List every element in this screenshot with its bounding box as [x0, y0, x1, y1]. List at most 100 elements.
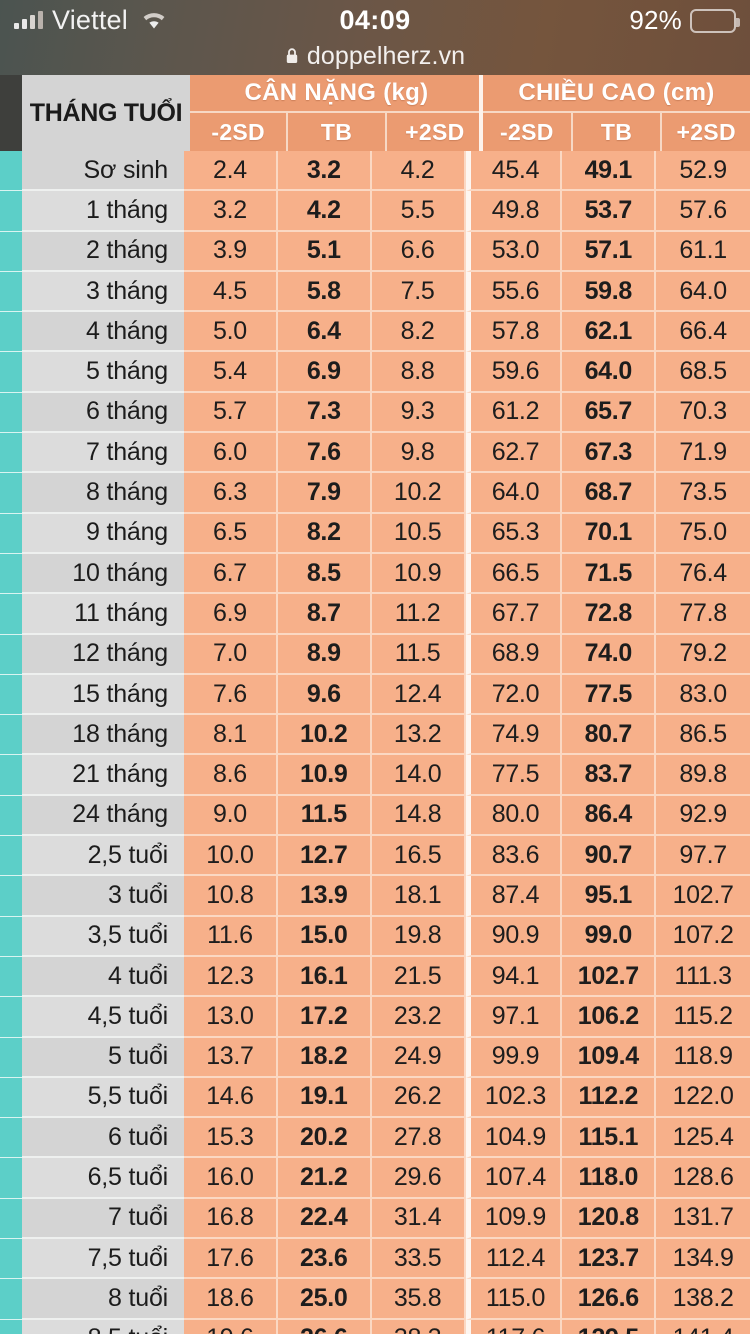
cell-weight-tb: 4.2: [277, 191, 372, 232]
cell-weight-minus2sd: 4.5: [184, 271, 278, 313]
ios-status-bar: Viettel 04:09 92%: [0, 0, 750, 40]
url-bar[interactable]: doppelherz.vn: [0, 40, 750, 75]
cell-weight-minus2sd: 16.0: [184, 1158, 278, 1199]
cell-age: 15 tháng: [22, 674, 185, 716]
cell-weight-tb: 10.2: [277, 715, 372, 756]
cell-height-minus2sd: 107.4: [465, 1158, 563, 1199]
table-row: 18 tháng 8.1 10.2 13.2 74.9 80.7 86.5: [22, 715, 750, 756]
cell-height-tb: 99.0: [562, 916, 657, 957]
cell-height-plus2sd: 68.5: [656, 352, 750, 393]
cell-height-tb: 57.1: [562, 231, 657, 272]
cell-height-minus2sd: 97.1: [465, 997, 563, 1038]
cell-weight-minus2sd: 10.0: [184, 836, 278, 877]
cell-weight-tb: 9.6: [277, 674, 372, 716]
cell-age: 2,5 tuổi: [22, 836, 185, 877]
cell-height-plus2sd: 134.9: [656, 1239, 750, 1280]
table-row: 6 tháng 5.7 7.3 9.3 61.2 65.7 70.3: [22, 392, 750, 434]
cell-height-tb: 72.8: [562, 594, 657, 635]
cell-height-minus2sd: 83.6: [465, 836, 563, 877]
cell-age: 7 tháng: [22, 433, 185, 474]
cell-age: 4 tuổi: [22, 956, 185, 998]
cell-height-minus2sd: 90.9: [465, 916, 563, 957]
cell-weight-tb: 17.2: [277, 997, 372, 1038]
cell-weight-plus2sd: 8.2: [371, 312, 466, 353]
table-row: 10 tháng 6.7 8.5 10.9 66.5 71.5 76.4: [22, 553, 750, 595]
left-edge-strip: [0, 75, 22, 1334]
cell-height-plus2sd: 71.9: [656, 433, 750, 474]
table-row: 15 tháng 7.6 9.6 12.4 72.0 77.5 83.0: [22, 674, 750, 716]
cell-weight-tb: 7.3: [277, 392, 372, 434]
cell-age: 3 tháng: [22, 271, 185, 313]
cell-weight-minus2sd: 6.5: [184, 513, 278, 554]
cell-weight-minus2sd: 16.8: [184, 1198, 278, 1240]
cell-height-plus2sd: 61.1: [656, 231, 750, 272]
cell-weight-plus2sd: 14.0: [371, 755, 466, 796]
table-row: 5 tháng 5.4 6.9 8.8 59.6 64.0 68.5: [22, 352, 750, 393]
cell-weight-plus2sd: 11.2: [371, 594, 466, 635]
cell-weight-plus2sd: 14.8: [371, 795, 466, 837]
status-bar-right: 92%: [629, 5, 740, 36]
cell-age: 4 tháng: [22, 312, 185, 353]
cell-height-minus2sd: 87.4: [465, 876, 563, 917]
cell-age: 1 tháng: [22, 191, 185, 232]
cell-weight-minus2sd: 6.0: [184, 433, 278, 474]
cell-height-minus2sd: 45.4: [465, 151, 563, 192]
cell-height-minus2sd: 104.9: [465, 1118, 563, 1159]
lock-icon: [285, 47, 299, 65]
growth-chart-table: THÁNG TUỔI CÂN NẶNG (kg) -2SD TB +2SD CH…: [0, 75, 750, 1334]
cell-weight-minus2sd: 7.0: [184, 634, 278, 675]
cell-weight-plus2sd: 21.5: [371, 956, 466, 998]
cell-weight-plus2sd: 16.5: [371, 836, 466, 877]
cell-weight-plus2sd: 5.5: [371, 191, 466, 232]
cell-age: 8 tháng: [22, 473, 185, 514]
cell-weight-minus2sd: 11.6: [184, 916, 278, 957]
subheader-weight-minus2sd: -2SD: [190, 113, 289, 151]
cell-weight-plus2sd: 24.9: [371, 1037, 466, 1078]
cell-height-plus2sd: 64.0: [656, 271, 750, 313]
table-row: 3 tháng 4.5 5.8 7.5 55.6 59.8 64.0: [22, 271, 750, 313]
table-row: 8 tuổi 18.6 25.0 35.8 115.0 126.6 138.2: [22, 1279, 750, 1320]
cell-weight-plus2sd: 12.4: [371, 674, 466, 716]
cell-age: 2 tháng: [22, 231, 185, 272]
cell-weight-plus2sd: 6.6: [371, 231, 466, 272]
cell-weight-plus2sd: 18.1: [371, 876, 466, 917]
cell-age: 5,5 tuổi: [22, 1077, 185, 1119]
cell-age: 6,5 tuổi: [22, 1158, 185, 1199]
cell-height-minus2sd: 57.8: [465, 312, 563, 353]
cell-height-minus2sd: 53.0: [465, 231, 563, 272]
cell-height-plus2sd: 70.3: [656, 392, 750, 434]
cell-height-tb: 112.2: [562, 1077, 657, 1119]
cell-height-tb: 126.6: [562, 1279, 657, 1320]
cell-weight-minus2sd: 10.8: [184, 876, 278, 917]
cell-weight-tb: 5.1: [277, 231, 372, 272]
cell-weight-plus2sd: 35.8: [371, 1279, 466, 1320]
cell-weight-tb: 12.7: [277, 836, 372, 877]
browser-chrome: Viettel 04:09 92%: [0, 0, 750, 75]
cell-height-plus2sd: 77.8: [656, 594, 750, 635]
cell-weight-tb: 21.2: [277, 1158, 372, 1199]
cell-weight-plus2sd: 27.8: [371, 1118, 466, 1159]
column-group-weight: CÂN NẶNG (kg) -2SD TB +2SD: [190, 75, 483, 151]
cell-weight-tb: 10.9: [277, 755, 372, 796]
cell-height-tb: 70.1: [562, 513, 657, 554]
cell-age: 8 tuổi: [22, 1279, 185, 1320]
table-row: 6 tuổi 15.3 20.2 27.8 104.9 115.1 125.4: [22, 1118, 750, 1159]
cell-weight-plus2sd: 10.2: [371, 473, 466, 514]
cell-weight-plus2sd: 38.3: [371, 1319, 466, 1334]
cell-height-tb: 64.0: [562, 352, 657, 393]
column-header-age: THÁNG TUỔI: [22, 75, 190, 151]
cell-weight-plus2sd: 4.2: [371, 151, 466, 192]
cell-height-minus2sd: 80.0: [465, 795, 563, 837]
cell-weight-minus2sd: 17.6: [184, 1239, 278, 1280]
cell-height-minus2sd: 112.4: [465, 1239, 563, 1280]
url-text: doppelherz.vn: [306, 41, 466, 70]
cell-age: 7,5 tuổi: [22, 1239, 185, 1280]
table-row: Sơ sinh 2.4 3.2 4.2 45.4 49.1 52.9: [22, 151, 750, 192]
table-row: 21 tháng 8.6 10.9 14.0 77.5 83.7 89.8: [22, 755, 750, 796]
cell-weight-plus2sd: 31.4: [371, 1198, 466, 1240]
cell-height-tb: 53.7: [562, 191, 657, 232]
cell-weight-minus2sd: 9.0: [184, 795, 278, 837]
cell-weight-tb: 16.1: [277, 956, 372, 998]
cell-height-tb: 71.5: [562, 553, 657, 595]
cell-height-minus2sd: 109.9: [465, 1198, 563, 1240]
